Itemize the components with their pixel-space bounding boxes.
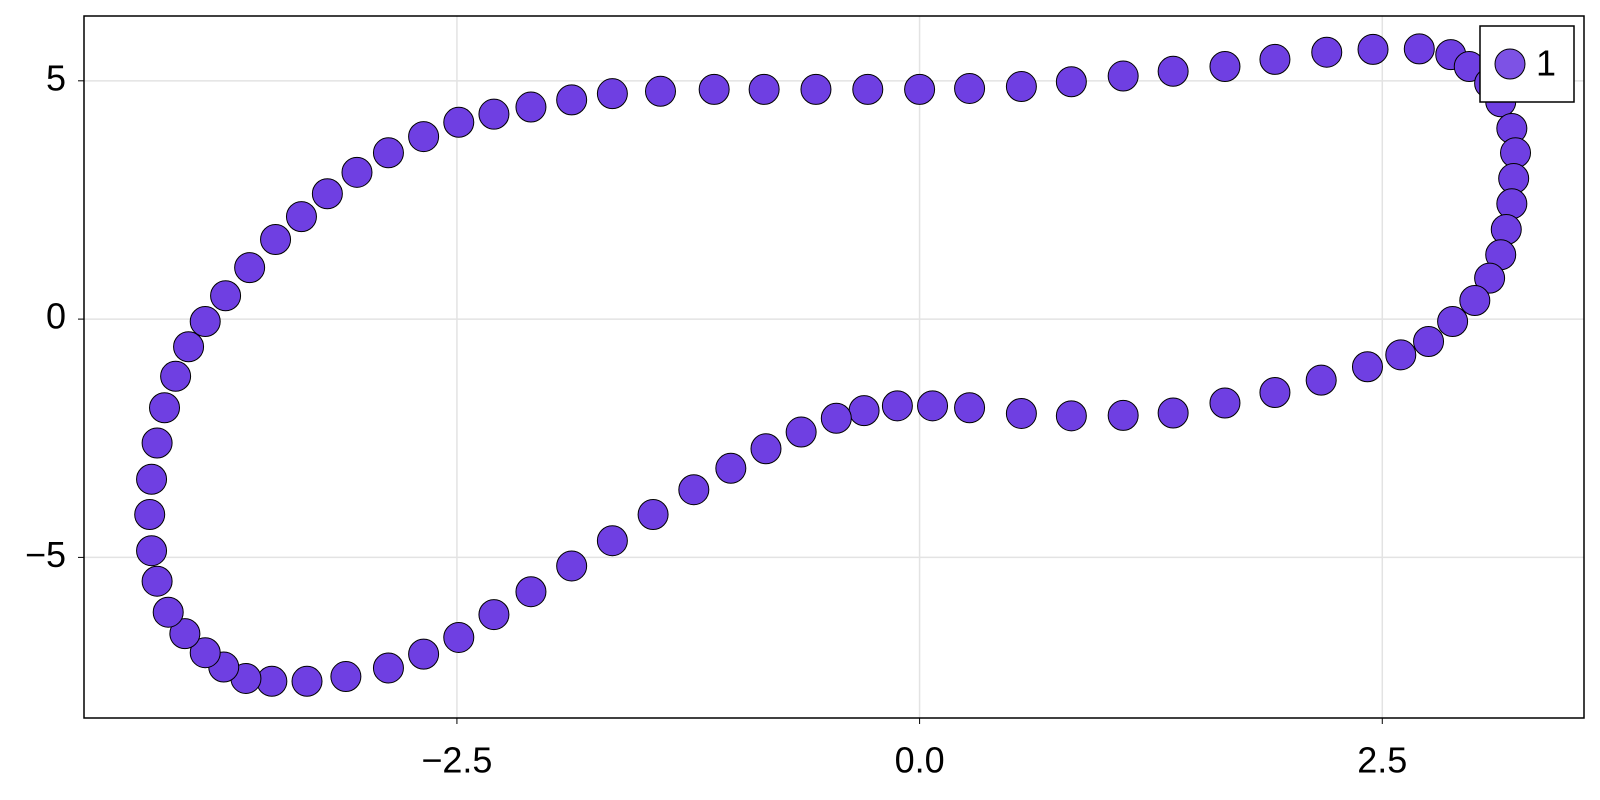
point xyxy=(881,390,913,422)
point xyxy=(256,665,288,697)
point xyxy=(234,252,266,284)
point xyxy=(341,156,373,188)
y-tick-label: 5 xyxy=(46,57,66,98)
point xyxy=(134,499,166,531)
point xyxy=(800,73,832,105)
legend-label: 1 xyxy=(1536,43,1556,84)
point xyxy=(291,665,323,697)
point xyxy=(1055,66,1087,98)
point xyxy=(1311,36,1343,68)
point xyxy=(160,360,192,392)
point xyxy=(173,331,205,363)
point xyxy=(210,280,242,312)
point xyxy=(715,452,747,484)
point xyxy=(141,565,173,597)
ticks: −2.5 0.0 2.5 −5 0 5 xyxy=(25,57,1407,780)
y-tick-label: 0 xyxy=(46,296,66,337)
points xyxy=(134,33,1532,697)
point xyxy=(556,84,588,116)
point xyxy=(330,661,362,693)
point xyxy=(698,73,730,105)
point xyxy=(1357,33,1389,65)
point xyxy=(596,525,628,557)
point xyxy=(372,137,404,169)
point xyxy=(169,618,201,650)
point xyxy=(1385,339,1417,371)
point xyxy=(1403,33,1435,65)
point xyxy=(954,72,986,104)
point xyxy=(596,78,628,110)
point xyxy=(1107,60,1139,92)
x-tick-label: −2.5 xyxy=(421,740,492,781)
point xyxy=(136,535,168,567)
point xyxy=(748,73,780,105)
point xyxy=(408,638,440,670)
point xyxy=(1157,55,1189,87)
point xyxy=(1459,285,1491,317)
point xyxy=(443,621,475,653)
plot-frame xyxy=(83,15,1585,719)
legend: 1 xyxy=(1479,25,1575,103)
point xyxy=(954,392,986,424)
point xyxy=(285,201,317,233)
point xyxy=(1259,376,1291,408)
point xyxy=(515,91,547,123)
point xyxy=(1005,397,1037,429)
y-tick-label: −5 xyxy=(25,534,66,575)
point xyxy=(917,390,949,422)
point xyxy=(141,427,173,459)
point xyxy=(1305,364,1337,396)
point xyxy=(408,121,440,153)
point xyxy=(678,474,710,506)
point xyxy=(1107,399,1139,431)
point xyxy=(820,402,852,434)
point xyxy=(1259,43,1291,75)
point xyxy=(152,596,184,628)
point xyxy=(189,305,221,337)
point xyxy=(848,395,880,427)
point xyxy=(1474,262,1506,294)
x-tick-label: 0.0 xyxy=(895,740,945,781)
point xyxy=(637,499,669,531)
point xyxy=(1209,387,1241,419)
point xyxy=(1005,71,1037,103)
point xyxy=(443,106,475,138)
point xyxy=(1351,351,1383,383)
point xyxy=(750,433,782,465)
point xyxy=(478,98,510,130)
point xyxy=(260,224,292,256)
point xyxy=(149,392,181,424)
point xyxy=(136,463,168,495)
point xyxy=(478,599,510,631)
point xyxy=(372,652,404,684)
point xyxy=(852,73,884,105)
point xyxy=(1413,326,1445,358)
point xyxy=(311,178,343,210)
point xyxy=(189,637,221,669)
point xyxy=(904,73,936,105)
x-tick-label: 2.5 xyxy=(1357,740,1407,781)
point xyxy=(1209,51,1241,83)
point xyxy=(515,576,547,608)
point xyxy=(556,550,588,582)
point xyxy=(1496,188,1528,220)
point xyxy=(1055,400,1087,432)
legend-box xyxy=(1479,25,1575,103)
legend-marker xyxy=(1494,48,1526,80)
point xyxy=(644,75,676,107)
point xyxy=(1157,397,1189,429)
point xyxy=(1490,214,1522,246)
point xyxy=(1437,305,1469,337)
point xyxy=(785,416,817,448)
